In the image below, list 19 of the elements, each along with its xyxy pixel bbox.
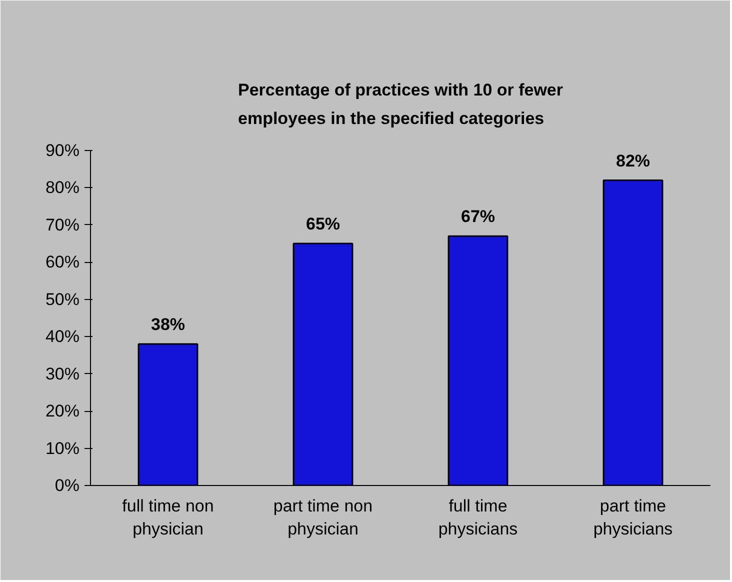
data-label: 82%	[616, 151, 650, 170]
x-tick-label: full time physicians	[438, 496, 518, 538]
y-tick-label: 90%	[45, 141, 80, 160]
y-tick-label: 60%	[45, 252, 80, 272]
y-tick-label: 40%	[45, 327, 80, 346]
x-tick-label: part time non physician	[273, 496, 373, 538]
x-tick-label: part time physicians	[593, 496, 673, 538]
y-tick-label: 80%	[45, 178, 80, 198]
y-tick-label: 30%	[45, 364, 80, 384]
y-tick-label: 70%	[45, 215, 80, 234]
data-label: 65%	[306, 214, 340, 234]
x-tick-label: full time non physician	[122, 496, 214, 538]
y-tick-label: 20%	[45, 402, 80, 421]
y-tick-label: 50%	[45, 290, 80, 309]
data-label: 67%	[460, 207, 496, 226]
data-label: 38%	[150, 315, 186, 334]
y-tick-label: 10%	[45, 438, 80, 458]
y-tick-label: 0%	[54, 476, 80, 495]
chart-title: Percentage of practices with 10 or fewer employees in the specified categories	[238, 80, 564, 128]
